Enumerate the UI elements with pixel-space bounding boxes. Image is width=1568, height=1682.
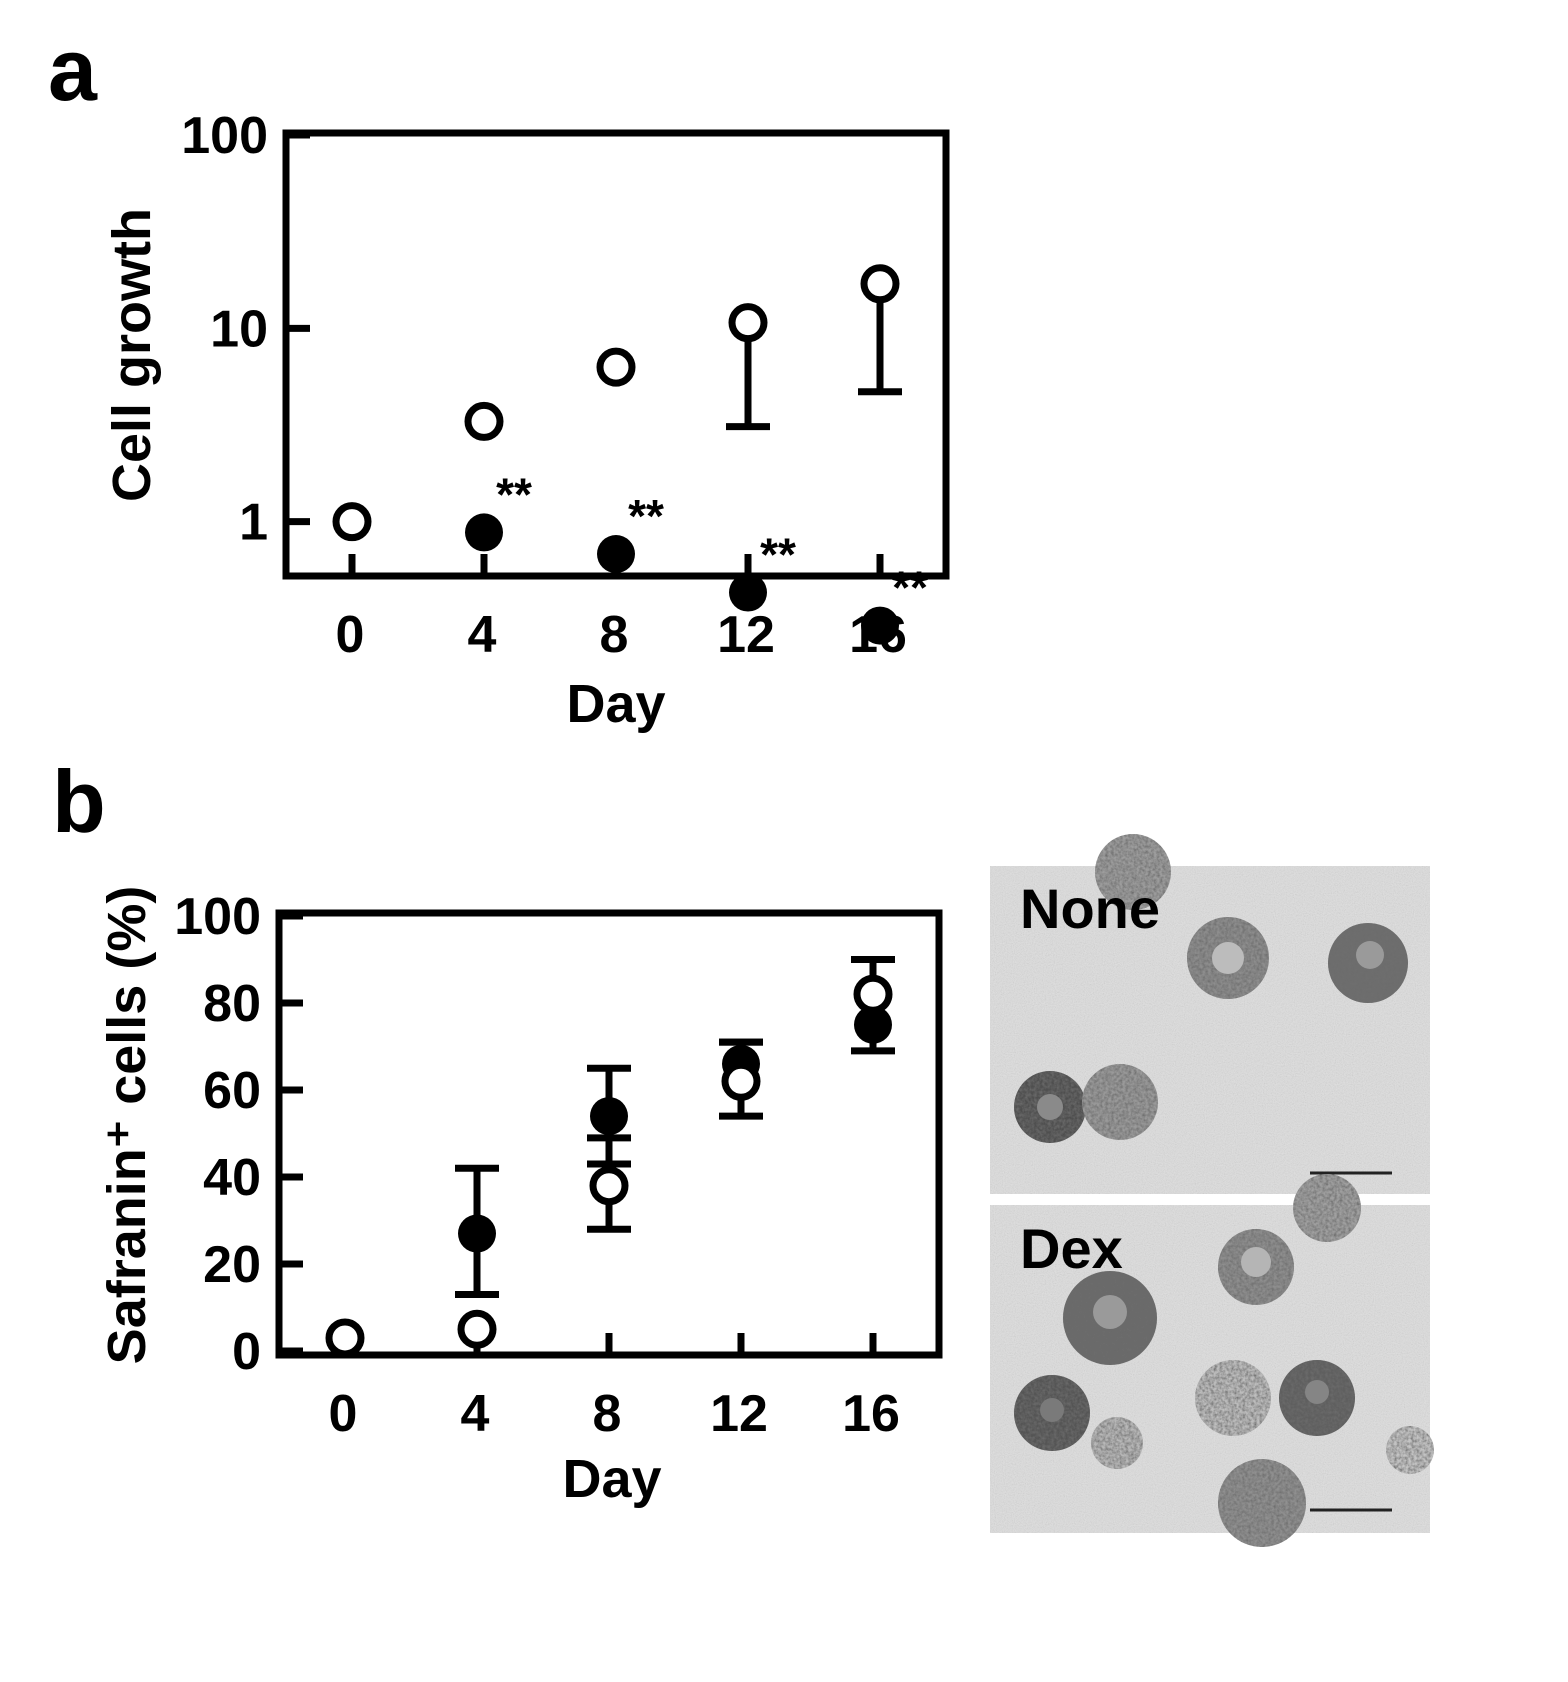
cell (1195, 1360, 1271, 1436)
panel-b-letter: b (52, 752, 106, 851)
chart-b-marks (325, 956, 895, 1358)
x-tick-label: 16 (842, 1385, 900, 1443)
y-tick-label: 10 (210, 300, 268, 358)
significance-annotation: ** (496, 468, 532, 520)
micrograph-none-label: None (1020, 877, 1160, 940)
chart-a-y-ticks: 1 10 100 (181, 107, 310, 552)
significance-annotation: ** (892, 562, 928, 614)
cell (1095, 834, 1171, 910)
open-circle-point (596, 347, 636, 387)
micrograph-none-nuclei (1037, 941, 1384, 1120)
panel-a-letter: a (48, 20, 98, 119)
chart-a-y-axis-title: Cell growth (102, 208, 162, 502)
micrograph-none: None (990, 834, 1430, 1194)
y-tick-label: 100 (174, 888, 261, 946)
open-circle-point (464, 401, 504, 441)
chart-a-marks: ** ** ** ** (332, 264, 928, 645)
micrograph-dex-nuclei (1040, 1247, 1329, 1422)
filled-circle-point (597, 535, 635, 574)
chart-b-x-ticks: 0 4 8 12 16 (329, 1333, 900, 1443)
x-tick-label: 8 (600, 606, 629, 664)
filled-circle-point (861, 606, 899, 645)
open-circle-point (325, 1318, 365, 1358)
chart-b-x-axis-title: Day (562, 1449, 661, 1509)
chart-b-y-axis-title: Safranin⁺ cells (%) (97, 886, 157, 1365)
open-circle-point (457, 1309, 497, 1349)
y-tick-label: 100 (181, 107, 268, 165)
open-circle-point (589, 1166, 629, 1206)
open-circle-point (332, 502, 372, 542)
open-circle-point (728, 303, 768, 343)
cell (1218, 1459, 1306, 1547)
filled-circle-point (854, 1005, 892, 1044)
chart-b-y-ticks: 0 20 40 60 80 100 (174, 888, 303, 1381)
chart-a-x-axis-title: Day (566, 674, 665, 734)
micrograph-dex-label: Dex (1020, 1217, 1123, 1280)
chart-b-safranin-cells: 0 20 40 60 80 100 0 4 8 12 16 Day Safranin⁺ cells… (97, 886, 943, 1509)
y-tick-label: 20 (203, 1236, 261, 1294)
x-tick-label: 0 (336, 606, 365, 664)
x-tick-label: 8 (593, 1385, 622, 1443)
y-tick-label: 80 (203, 975, 261, 1033)
y-tick-label: 40 (203, 1149, 261, 1207)
filled-circle-point (729, 573, 767, 612)
open-circle-point (853, 974, 893, 1014)
y-tick-label: 0 (232, 1323, 261, 1381)
open-circle-point (860, 264, 900, 304)
significance-annotation: ** (628, 490, 664, 542)
cell (1082, 1064, 1158, 1140)
filled-circle-point (458, 1214, 496, 1253)
x-tick-label: 0 (329, 1385, 358, 1443)
filled-circle-point (590, 1097, 628, 1136)
x-tick-label: 12 (717, 606, 775, 664)
cell (1293, 1174, 1361, 1242)
micrograph-dex: Dex (990, 1174, 1434, 1547)
cell (1386, 1426, 1434, 1474)
x-tick-label: 4 (461, 1385, 490, 1443)
y-tick-label: 60 (203, 1062, 261, 1120)
x-tick-label: 4 (468, 606, 497, 664)
y-tick-label: 1 (239, 494, 268, 552)
significance-annotation: ** (760, 529, 796, 581)
x-tick-label: 12 (710, 1385, 768, 1443)
cell (1091, 1417, 1143, 1469)
open-circle-point (721, 1061, 761, 1101)
filled-circle-point (465, 513, 503, 552)
